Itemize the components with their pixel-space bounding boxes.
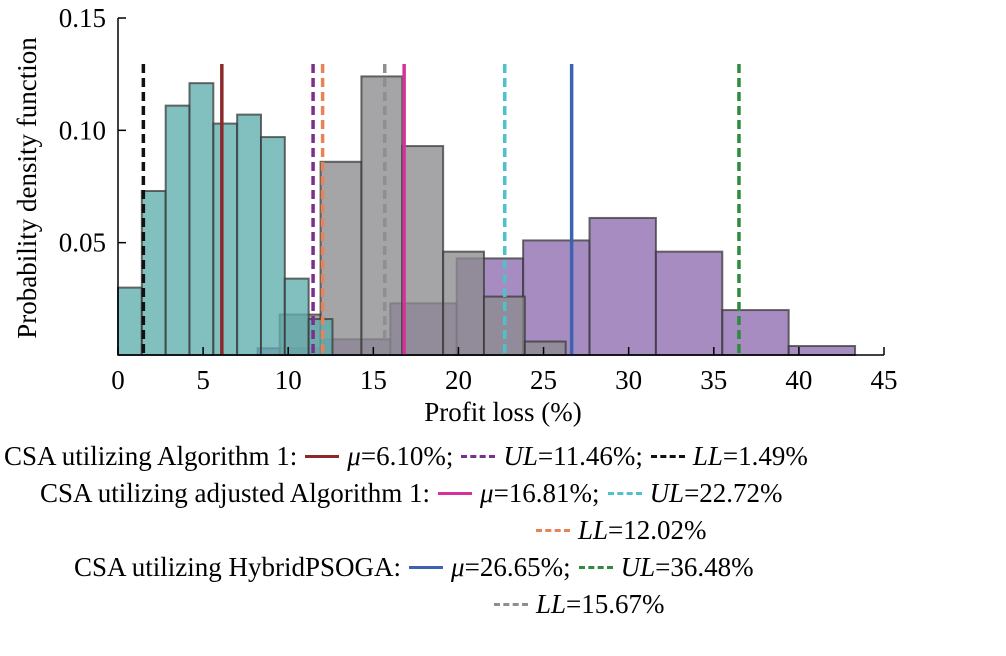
mu-value: =16.81%; [493, 478, 600, 508]
histogram-bar [360, 75, 404, 356]
mu-value: =6.10%; [360, 441, 454, 471]
lower-limit-swatch [650, 455, 685, 458]
ul-value: =11.46%; [537, 441, 643, 471]
statistic-lines [141, 64, 741, 355]
upper-limit-swatch [607, 492, 642, 495]
histogram-bar [522, 239, 591, 356]
x-tick-label: 40 [785, 365, 812, 395]
ul-value: =22.72% [684, 478, 783, 508]
x-tick-label: 5 [196, 365, 210, 395]
histogram-bar [117, 286, 143, 357]
x-tick-label: 25 [530, 365, 557, 395]
histogram-bar [654, 250, 724, 356]
histogram-bar [401, 145, 445, 356]
legend-label: CSA utilizing Algorithm 1: [4, 441, 298, 471]
lower-limit-swatch [494, 603, 528, 606]
y-tick-label: 0.05 [59, 228, 106, 258]
mu-value: =26.65%; [464, 552, 571, 582]
x-tick-label: 0 [111, 365, 125, 395]
y-tick-label: 0.15 [59, 3, 106, 33]
histogram-bar [721, 309, 790, 357]
x-tick-label: 10 [275, 365, 302, 395]
legend-row-hybridpsoga-lower-limit: LL =15.67% [486, 586, 665, 623]
x-axis-label: Profit loss (%) [424, 397, 582, 427]
x-tick-label: 30 [615, 365, 642, 395]
mean-line-swatch [438, 492, 473, 495]
ul-symbol: UL [620, 552, 656, 582]
x-tick-label: 35 [700, 365, 727, 395]
x-tick-label: 15 [360, 365, 387, 395]
ll-value: =15.67% [566, 589, 665, 619]
histogram-bar [523, 340, 567, 356]
axes [117, 17, 885, 356]
histogram-bars [117, 75, 857, 357]
legend-row-adjusted-lower-limit: LL =12.02% [528, 512, 707, 549]
ul-symbol: UL [503, 441, 538, 471]
y-axis-label: Probability density function [12, 37, 42, 339]
ll-symbol: LL [536, 589, 567, 619]
x-tick-label: 20 [445, 365, 472, 395]
mean-line-swatch [409, 566, 444, 569]
legend-label: CSA utilizing adjusted Algorithm 1: [40, 478, 431, 508]
legend-row-algorithm1: CSA utilizing Algorithm 1: μ =6.10%; UL =1… [4, 438, 808, 475]
ll-symbol: LL [692, 441, 723, 471]
legend-row-hybridpsoga: CSA utilizing HybridPSOGA: μ =26.65%; UL =… [74, 549, 754, 586]
histogram-bar [442, 250, 485, 356]
mu-symbol: μ [451, 552, 465, 582]
ll-value: =1.49% [722, 441, 808, 471]
mu-symbol: μ [347, 441, 361, 471]
histogram-bar [140, 189, 167, 356]
mu-symbol: μ [480, 478, 494, 508]
histogram-bar [283, 277, 310, 357]
y-tick-label: 0.10 [59, 115, 106, 145]
histogram-bar [212, 122, 239, 356]
tick-labels: 0 5 10 15 20 25 30 35 40 45 0.05 0.10 0.15 [59, 3, 898, 395]
ul-value: =36.48% [655, 552, 754, 582]
legend-row-adjusted-algorithm1: CSA utilizing adjusted Algorithm 1: μ =16… [40, 475, 783, 512]
upper-limit-swatch [578, 566, 613, 569]
histogram-bar [259, 136, 286, 356]
histogram-chart: 0 5 10 15 20 25 30 35 40 45 0.05 0.10 0.15 Profit lo… [12, 3, 898, 427]
ll-value: =12.02% [608, 515, 707, 545]
histogram-bar [236, 113, 262, 356]
x-tick-label: 45 [871, 365, 898, 395]
upper-limit-swatch [461, 455, 496, 458]
histogram-bar [588, 216, 657, 356]
mean-line-swatch [305, 455, 340, 458]
ul-symbol: UL [649, 478, 685, 508]
histogram-bar [164, 104, 191, 357]
histogram-bar [188, 82, 215, 357]
ll-symbol: LL [578, 515, 609, 545]
lower-limit-swatch [536, 529, 570, 532]
legend-label: CSA utilizing HybridPSOGA: [74, 552, 402, 582]
